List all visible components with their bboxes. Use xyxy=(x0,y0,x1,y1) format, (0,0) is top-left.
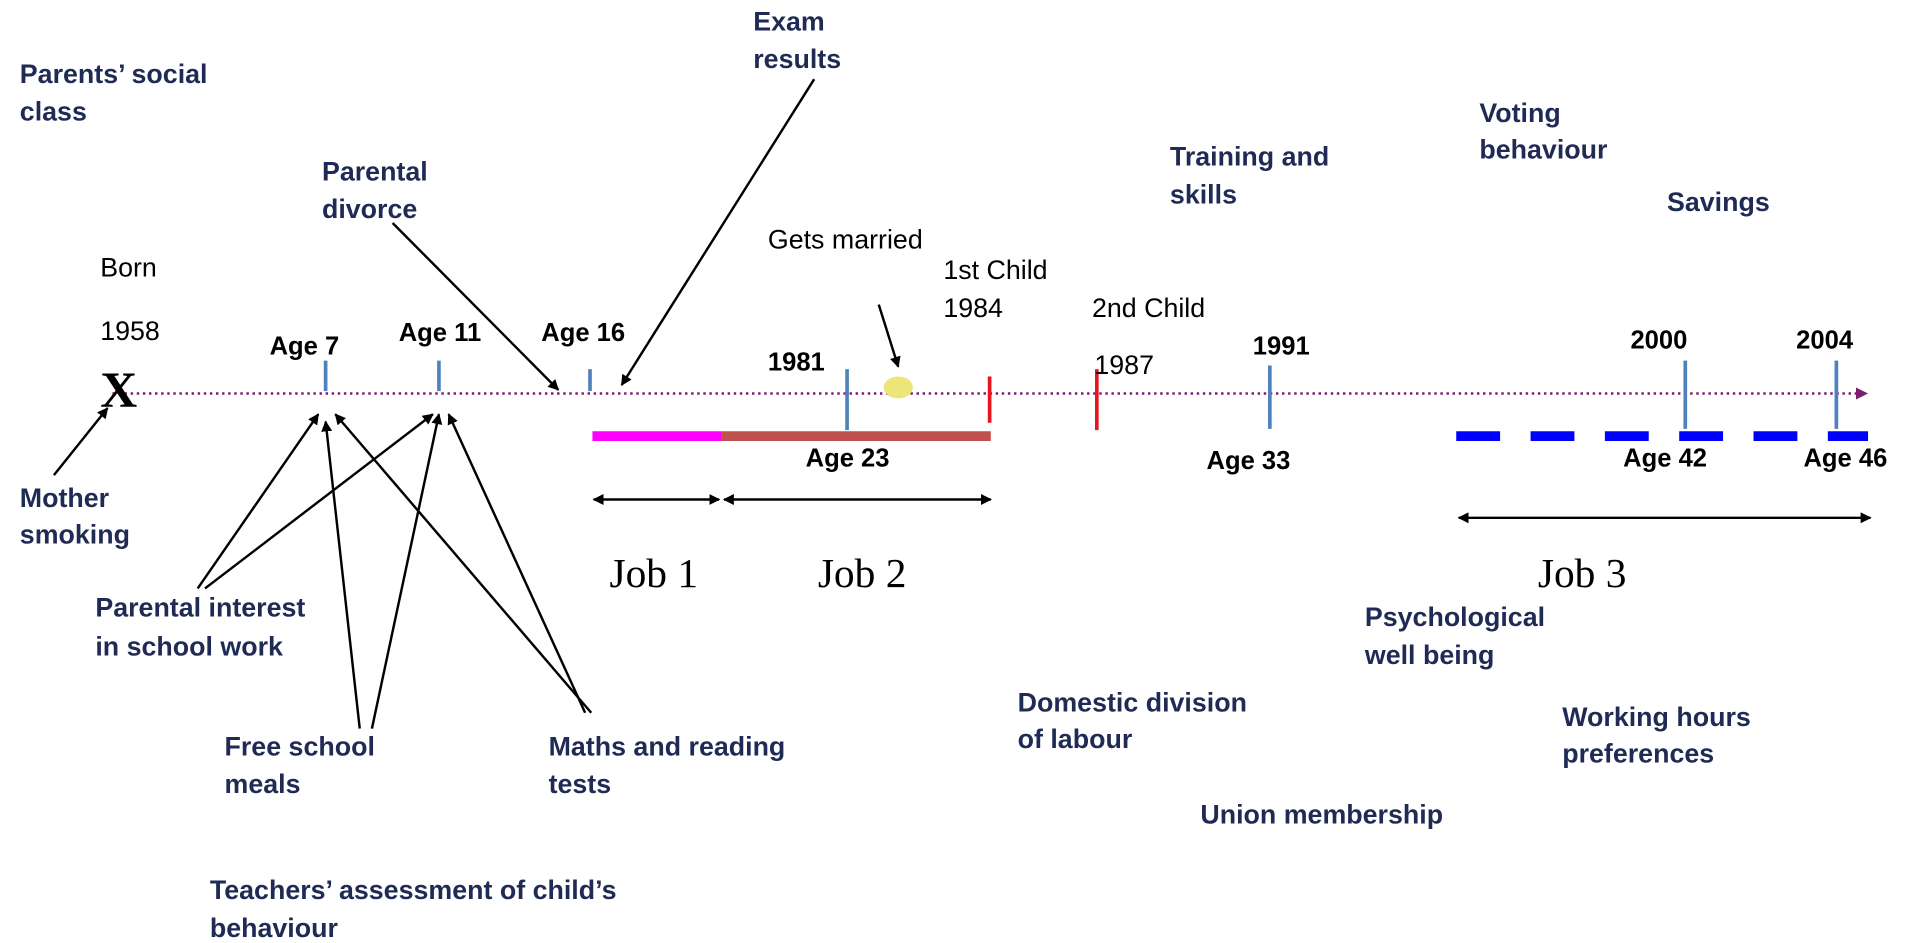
job-label: Job 2 xyxy=(818,550,907,596)
sweep-label: Age 42 xyxy=(1623,445,1707,473)
factor-label: of labour xyxy=(1018,724,1133,754)
factor-label: preferences xyxy=(1562,739,1714,769)
factor-label: Psychological xyxy=(1365,602,1545,632)
factor-label: Parental xyxy=(322,156,428,186)
factor-label: skills xyxy=(1170,179,1237,209)
marriage-dot xyxy=(883,376,913,399)
job-label: Job 1 xyxy=(609,550,698,596)
factor-label: Exam xyxy=(753,6,825,36)
sweep-label: Age 11 xyxy=(399,319,481,347)
sweep-label: Age 16 xyxy=(541,319,625,347)
start-mark: X xyxy=(100,362,137,419)
ticks xyxy=(323,360,1839,431)
factor-label: Parents’ social xyxy=(20,59,208,89)
sweep-label: Age 7 xyxy=(270,333,340,361)
factor-label: Teachers’ assessment of child’s xyxy=(210,875,617,905)
factor-label: results xyxy=(753,44,841,74)
factor-label: Free school xyxy=(224,731,374,761)
factor-label: Parental interest xyxy=(95,592,305,622)
factor-label: behaviour xyxy=(1479,134,1608,164)
sweep-label: Age 23 xyxy=(806,445,890,473)
factor-label: Maths and reading xyxy=(549,731,786,761)
factor-label: meals xyxy=(224,769,300,799)
factor-label: tests xyxy=(549,769,612,799)
factor-label: divorce xyxy=(322,194,417,224)
factor-label: Domestic division xyxy=(1018,688,1247,718)
sweep-label: 2000 xyxy=(1630,326,1687,354)
factor-label: in school work xyxy=(95,631,283,661)
event-label: 2nd Child xyxy=(1092,293,1205,323)
sweep-label: Age 33 xyxy=(1206,447,1290,475)
factor-label: Union membership xyxy=(1200,800,1443,830)
event-label: 1984 xyxy=(943,293,1003,323)
job-spans xyxy=(592,494,1872,524)
birth-year: 1958 xyxy=(100,316,160,346)
factor-label: Voting xyxy=(1479,98,1560,128)
sweep-label: 1981 xyxy=(768,348,825,376)
event-label: Gets married xyxy=(768,225,923,255)
sweep-label: Age 46 xyxy=(1803,445,1887,473)
arrows xyxy=(52,78,901,729)
factor-label: Savings xyxy=(1667,187,1770,217)
event-label: 1st Child xyxy=(943,255,1047,285)
factor-label: Training and xyxy=(1170,142,1329,172)
factor-label: smoking xyxy=(20,519,130,549)
factor-label: well being xyxy=(1364,640,1495,670)
sweep-label: 2004 xyxy=(1796,326,1854,354)
factor-label: behaviour xyxy=(210,913,339,943)
sweep-label: 1991 xyxy=(1253,333,1310,361)
event-label: 1987 xyxy=(1094,350,1154,380)
born-label: Born xyxy=(100,253,157,283)
job-label: Job 3 xyxy=(1538,550,1627,596)
factor-label: Mother xyxy=(20,483,110,513)
factor-label: Working hours xyxy=(1562,702,1751,732)
factor-label: class xyxy=(20,97,87,127)
